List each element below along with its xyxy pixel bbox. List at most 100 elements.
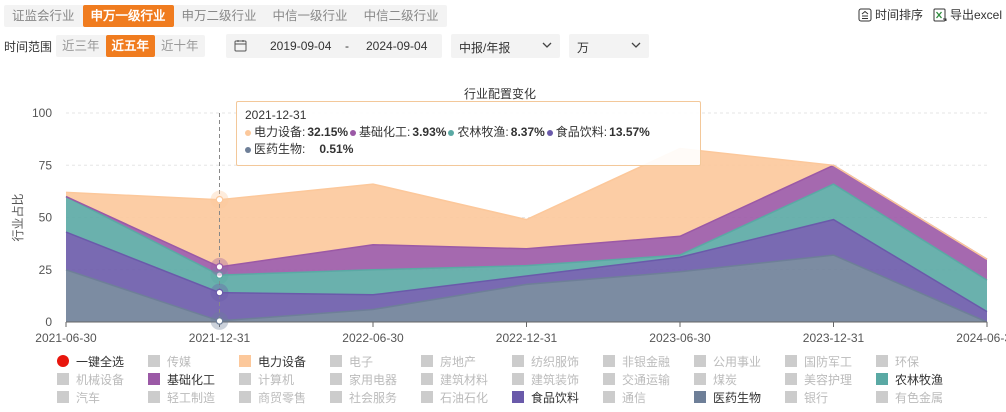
report-type-select[interactable]: 中报/年报 [451, 34, 560, 58]
legend-item-建筑装饰[interactable]: 建筑装饰 [512, 370, 603, 388]
legend-item-汽车[interactable]: 汽车 [57, 388, 148, 406]
x-tick-label: 2024-06-30 [956, 331, 1006, 345]
legend-swatch [512, 355, 524, 367]
legend-item-有色金属[interactable]: 有色金属 [876, 388, 967, 406]
legend-item-交通运输[interactable]: 交通运输 [603, 370, 694, 388]
start-date[interactable]: 2019-09-04 [270, 39, 332, 53]
export-excel-button[interactable]: 导出excel [933, 6, 1002, 23]
hover-point [215, 317, 224, 325]
legend-swatch [239, 391, 251, 403]
tooltip-name: 医药生物: [254, 142, 306, 156]
legend-swatch [148, 373, 160, 385]
date-range-picker[interactable]: 2019-09-04 - 2024-09-04 [226, 34, 442, 58]
legend-item-公用事业[interactable]: 公用事业 [694, 352, 785, 370]
legend-item-通信[interactable]: 通信 [603, 388, 694, 406]
legend-label: 建筑装饰 [531, 372, 580, 387]
legend-label: 公用事业 [713, 354, 762, 369]
legend-item-商贸零售[interactable]: 商贸零售 [239, 388, 330, 406]
legend-item-纺织服饰[interactable]: 纺织服饰 [512, 352, 603, 370]
tooltip-name: 基础化工: [359, 125, 411, 139]
legend-swatch [876, 355, 888, 367]
legend-item-计算机[interactable]: 计算机 [239, 370, 330, 388]
legend-row: 机械设备 基础化工 计算机 家用电器 建筑材料 建筑装饰 交通运输 煤炭 美容护理 农林牧渔 [57, 370, 1002, 388]
hover-point [215, 288, 224, 297]
legend-item-国防军工[interactable]: 国防军工 [785, 352, 876, 370]
legend-swatch [512, 373, 524, 385]
legend-swatch [330, 373, 342, 385]
legend-label: 食品饮料 [531, 390, 580, 405]
legend-label: 电子 [349, 354, 374, 369]
chart-legend: 一键全选 传媒 电力设备 电子 房地产 纺织服饰 非银金融 公用事业 国防军工 环保机械设备 基础化… [57, 352, 1002, 406]
area-series-电力设备[interactable] [66, 148, 987, 267]
y-tick-label: 50 [39, 211, 53, 225]
legend-item-食品饮料[interactable]: 食品饮料 [512, 388, 603, 406]
legend-swatch [330, 355, 342, 367]
report-type-value: 中报/年报 [459, 41, 511, 55]
legend-label: 农林牧渔 [895, 372, 944, 387]
time-sort-button[interactable]: 时间排序 [858, 6, 923, 23]
legend-label: 家用电器 [349, 372, 398, 387]
hover-point [215, 195, 224, 204]
legend-label: 非银金融 [622, 354, 671, 369]
tab-sw-level2[interactable]: 申万二级行业 [181, 9, 257, 23]
legend-item-房地产[interactable]: 房地产 [421, 352, 512, 370]
area-series-农林牧渔[interactable] [66, 184, 987, 312]
legend-item-煤炭[interactable]: 煤炭 [694, 370, 785, 388]
range-5y-button[interactable]: 近五年 [105, 35, 156, 57]
legend-item-医药生物[interactable]: 医药生物 [694, 388, 785, 406]
legend-select-all[interactable]: 一键全选 [57, 352, 148, 370]
tooltip-name: 食品饮料: [555, 125, 608, 139]
tooltip-name: 电力设备: [254, 125, 306, 139]
legend-item-社会服务[interactable]: 社会服务 [330, 388, 421, 406]
range-3y-button[interactable]: 近三年 [62, 39, 100, 53]
legend-item-非银金融[interactable]: 非银金融 [603, 352, 694, 370]
filter-row: 时间范围 近三年 近五年 近十年 2019-09-04 - 2024-09-04… [0, 34, 1006, 58]
area-series-食品饮料[interactable] [66, 219, 987, 322]
tooltip-item: 医药生物: 0.51% [245, 141, 353, 158]
legend-item-传媒[interactable]: 传媒 [148, 352, 239, 370]
legend-label: 基础化工 [167, 372, 216, 387]
legend-swatch [512, 391, 524, 403]
legend-label: 医药生物 [713, 390, 762, 405]
end-date[interactable]: 2024-09-04 [366, 39, 428, 53]
legend-swatch [421, 355, 433, 367]
legend-item-电子[interactable]: 电子 [330, 352, 421, 370]
unit-select[interactable]: 万 [569, 34, 649, 58]
tab-citic-level1[interactable]: 中信一级行业 [272, 9, 348, 23]
legend-row: 一键全选 传媒 电力设备 电子 房地产 纺织服饰 非银金融 公用事业 国防军工 环保 [57, 352, 1002, 370]
legend-item-轻工制造[interactable]: 轻工制造 [148, 388, 239, 406]
legend-label: 社会服务 [349, 390, 398, 405]
legend-item-环保[interactable]: 环保 [876, 352, 967, 370]
legend-swatch [57, 391, 69, 403]
legend-swatch [148, 391, 160, 403]
range-10y-button[interactable]: 近十年 [161, 39, 199, 53]
legend-swatch [603, 391, 615, 403]
legend-item-基础化工[interactable]: 基础化工 [148, 370, 239, 388]
tab-citic-level2[interactable]: 中信二级行业 [363, 9, 439, 23]
legend-item-农林牧渔[interactable]: 农林牧渔 [876, 370, 967, 388]
legend-item-银行[interactable]: 银行 [785, 388, 876, 406]
legend-label: 计算机 [258, 372, 295, 387]
time-range-buttons: 近三年 近五年 近十年 [56, 35, 205, 57]
tab-sw-level1[interactable]: 申万一级行业 [82, 5, 174, 27]
area-series-医药生物[interactable] [66, 255, 987, 322]
hover-point [215, 271, 224, 279]
top-actions: 时间排序 导出excel [858, 6, 1002, 23]
x-tick-label: 2021-12-31 [189, 331, 251, 345]
legend-item-机械设备[interactable]: 机械设备 [57, 370, 148, 388]
legend-item-美容护理[interactable]: 美容护理 [785, 370, 876, 388]
legend-swatch [876, 391, 888, 403]
area-series-基础化工[interactable] [66, 165, 987, 281]
legend-label: 石油石化 [440, 390, 489, 405]
legend-item-建筑材料[interactable]: 建筑材料 [421, 370, 512, 388]
legend-label: 美容护理 [804, 372, 853, 387]
tab-csrc-industry[interactable]: 证监会行业 [12, 9, 75, 23]
legend-item-石油石化[interactable]: 石油石化 [421, 388, 512, 406]
legend-item-家用电器[interactable]: 家用电器 [330, 370, 421, 388]
legend-label: 通信 [622, 390, 647, 405]
legend-swatch [239, 355, 251, 367]
legend-item-电力设备[interactable]: 电力设备 [239, 352, 330, 370]
tooltip-row: 电力设备: 32.15% 基础化工: 3.93% 农林牧渔: 8.37% 食品饮… [245, 124, 692, 141]
tooltip-dot [546, 129, 553, 136]
